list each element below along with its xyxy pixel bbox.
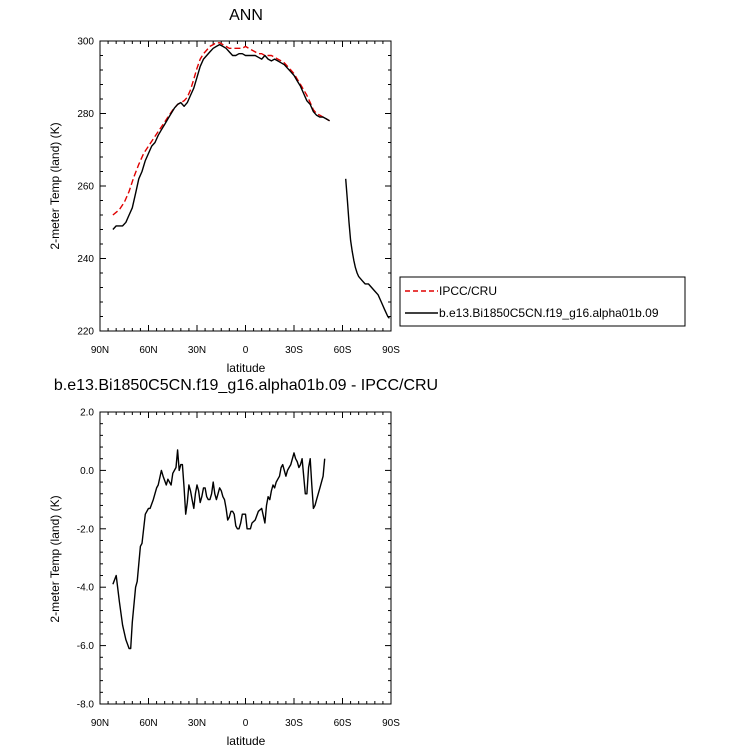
y-axis-label: 2-meter Temp (land) (K)	[48, 495, 62, 622]
x-tick-label: 30N	[188, 345, 206, 356]
y-tick-label: 240	[77, 254, 94, 265]
plot-frame	[99, 40, 392, 332]
chart-title: b.e13.Bi1850C5CN.f19_g16.alpha01b.09 - I…	[54, 377, 438, 394]
x-tick-label: 90S	[382, 345, 400, 356]
legend-label-ipcc: IPCC/CRU	[439, 284, 497, 298]
y-tick-label: -2.0	[77, 524, 95, 535]
series-group	[112, 42, 390, 319]
x-tick-label: 60S	[334, 718, 352, 729]
x-tick-label: 30S	[285, 718, 303, 729]
legend-box	[399, 276, 686, 327]
y-tick-label: 280	[77, 109, 94, 120]
difference-panel: b.e13.Bi1850C5CN.f19_g16.alpha01b.09 - I…	[48, 377, 438, 748]
x-axis-label: latitude	[227, 734, 266, 748]
x-tick-label: 30S	[285, 345, 303, 356]
x-axis-label: latitude	[227, 361, 266, 375]
x-tick-label: 60N	[139, 718, 157, 729]
y-tick-label: 260	[77, 182, 94, 193]
chart-title: ANN	[229, 7, 263, 24]
y-tick-label: -4.0	[77, 583, 95, 594]
legend: IPCC/CRU b.e13.Bi1850C5CN.f19_g16.alpha0…	[399, 276, 686, 327]
x-tick-label: 30N	[188, 718, 206, 729]
x-tick-label: 0	[243, 345, 249, 356]
plot-frame	[99, 411, 392, 705]
axes: 90N 60N 30N 0 30S 60S 90S 220 240 260 280 300	[77, 37, 400, 357]
y-tick-label: 0.0	[80, 466, 94, 477]
x-tick-label: 0	[243, 718, 249, 729]
series-line-1	[112, 43, 330, 230]
series-line-0	[112, 449, 326, 650]
series-group	[112, 449, 326, 650]
temperature-panel: ANN 90N 60N 30N 0 30S 60S 90S 220 240 260 280 300 l…	[48, 7, 686, 375]
y-axis-label: 2-meter Temp (land) (K)	[48, 122, 62, 249]
series-line-0	[112, 42, 330, 216]
x-tick-label: 90N	[91, 718, 109, 729]
series-line-1	[345, 178, 390, 319]
axes: 90N 60N 30N 0 30S 60S 90S -8.0 -6.0 -4.0 -2.0 0.0 2.…	[77, 408, 400, 730]
y-tick-label: 2.0	[80, 408, 94, 419]
legend-label-model: b.e13.Bi1850C5CN.f19_g16.alpha01b.09	[439, 306, 659, 320]
x-tick-label: 60S	[334, 345, 352, 356]
x-tick-label: 60N	[139, 345, 157, 356]
y-tick-label: 300	[77, 37, 94, 48]
x-tick-label: 90N	[91, 345, 109, 356]
y-tick-label: -8.0	[77, 700, 95, 711]
y-tick-label: 220	[77, 327, 94, 338]
x-tick-label: 90S	[382, 718, 400, 729]
y-tick-label: -6.0	[77, 641, 95, 652]
